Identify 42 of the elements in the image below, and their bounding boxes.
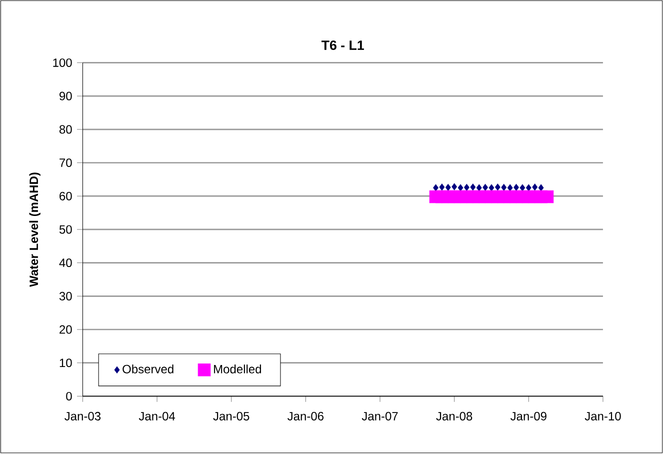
point — [476, 184, 482, 192]
legend-label: Modelled — [214, 364, 261, 374]
x-tick-label: Jan-08 — [436, 412, 472, 421]
point — [540, 190, 554, 204]
y-tick-label: 50 — [59, 225, 72, 234]
y-tick-label: 60 — [60, 192, 72, 201]
chart-title: T6 - L1 — [321, 40, 364, 50]
x-tick-label: Jan-04 — [138, 412, 176, 421]
point — [488, 184, 494, 192]
y-tick-label: 70 — [60, 158, 72, 168]
x-tick-label: Jan-10 — [584, 412, 621, 421]
y-axis-title: Water Level (mAHD) — [29, 172, 40, 288]
y-tick-label: 20 — [60, 325, 72, 334]
point — [439, 184, 445, 191]
point — [495, 184, 500, 191]
y-tick-label: 90 — [60, 92, 72, 101]
point — [532, 184, 538, 191]
y-tick-label: 100 — [53, 58, 72, 68]
point — [458, 184, 464, 192]
point — [464, 184, 470, 192]
point — [445, 184, 451, 192]
point — [514, 184, 519, 192]
legend-label: Observed — [122, 364, 174, 374]
y-tick-label: 80 — [59, 125, 72, 134]
point — [482, 184, 488, 192]
y-tick-label: 10 — [60, 358, 72, 368]
point — [507, 184, 513, 192]
point — [470, 184, 476, 191]
x-tick-label: Jan-06 — [288, 412, 324, 421]
point — [452, 184, 457, 190]
x-tick-label: Jan-03 — [64, 412, 101, 421]
y-tick-label: 0 — [66, 392, 72, 401]
y-tick-label: 40 — [59, 258, 72, 268]
point — [433, 184, 438, 192]
point — [538, 184, 544, 192]
y-tick-label: 30 — [59, 292, 72, 301]
x-tick-label: Jan-09 — [510, 412, 546, 421]
x-tick-label: Jan-05 — [213, 412, 250, 421]
point — [526, 184, 532, 192]
point — [501, 184, 507, 192]
point — [520, 184, 526, 192]
x-tick-label: Jan-07 — [362, 412, 398, 421]
